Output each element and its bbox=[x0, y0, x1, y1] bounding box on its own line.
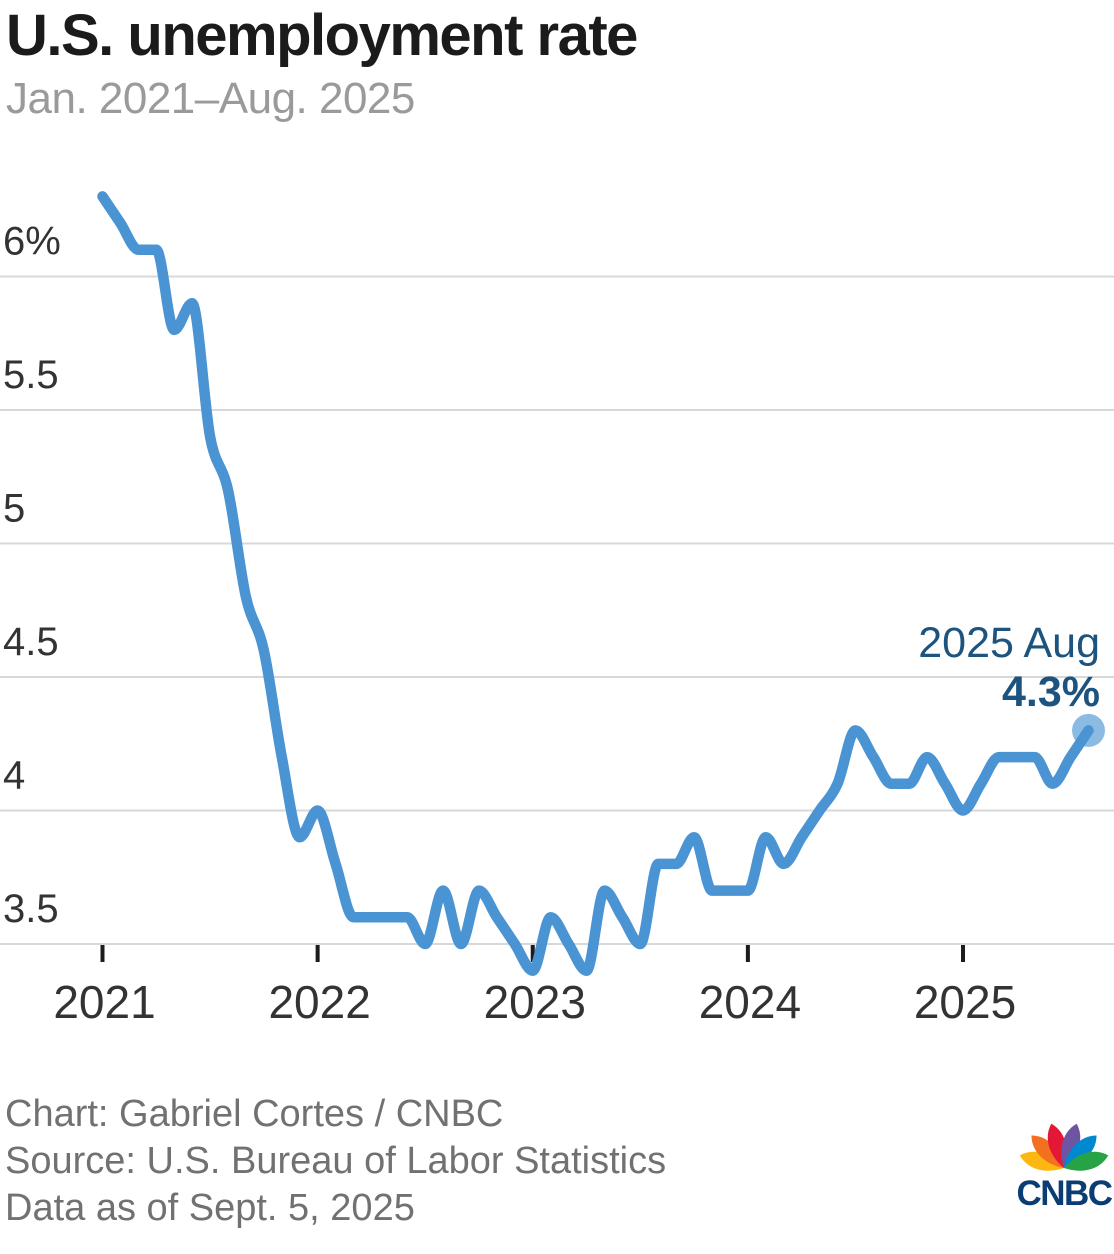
x-axis-tick bbox=[530, 945, 535, 962]
x-axis-tick bbox=[961, 945, 966, 962]
unemployment-line bbox=[97, 191, 1094, 976]
chart-source: Source: U.S. Bureau of Labor Statistics bbox=[5, 1140, 667, 1182]
x-axis-tick bbox=[745, 945, 750, 962]
y-axis-label: 4.5 bbox=[3, 620, 59, 664]
chart-credit: Chart: Gabriel Cortes / CNBC bbox=[5, 1093, 504, 1135]
x-axis-label: 2025 bbox=[914, 976, 1016, 1028]
y-axis-label: 3.5 bbox=[3, 887, 59, 931]
x-axis-tick bbox=[315, 945, 320, 962]
y-axis-label: 5.5 bbox=[3, 353, 59, 397]
cnbc-logo-svg: CNBC bbox=[1016, 1123, 1114, 1213]
peacock-feather-orange bbox=[1031, 1135, 1064, 1168]
chart-footer: Chart: Gabriel Cortes / CNBC Source: U.S… bbox=[5, 1091, 666, 1232]
peacock-feather-blue bbox=[1064, 1135, 1097, 1168]
peacock-icon bbox=[1019, 1123, 1109, 1171]
y-axis-label: 6% bbox=[3, 220, 61, 264]
chart-data-as-of: Data as of Sept. 5, 2025 bbox=[5, 1187, 415, 1229]
annotation-value-label: 4.3% bbox=[1002, 668, 1100, 716]
x-axis-tick bbox=[100, 945, 105, 962]
x-axis-label: 2024 bbox=[699, 976, 801, 1028]
y-axis-label: 5 bbox=[3, 487, 25, 531]
x-axis-label: 2022 bbox=[268, 976, 370, 1028]
y-axis-label: 4 bbox=[3, 754, 25, 798]
peacock-feather-yellow bbox=[1019, 1151, 1064, 1171]
peacock-feather-purple bbox=[1061, 1123, 1081, 1168]
chart-subtitle: Jan. 2021–Aug. 2025 bbox=[6, 74, 415, 123]
annotation-date-label: 2025 Aug bbox=[918, 619, 1100, 667]
cnbc-wordmark: CNBC bbox=[1016, 1174, 1112, 1212]
cnbc-logo: CNBC bbox=[1016, 1106, 1114, 1213]
x-axis-label: 2023 bbox=[484, 976, 586, 1028]
peacock-feather-green bbox=[1064, 1151, 1109, 1171]
page-title: U.S. unemployment rate bbox=[6, 3, 638, 68]
x-axis-label: 2021 bbox=[53, 976, 155, 1028]
